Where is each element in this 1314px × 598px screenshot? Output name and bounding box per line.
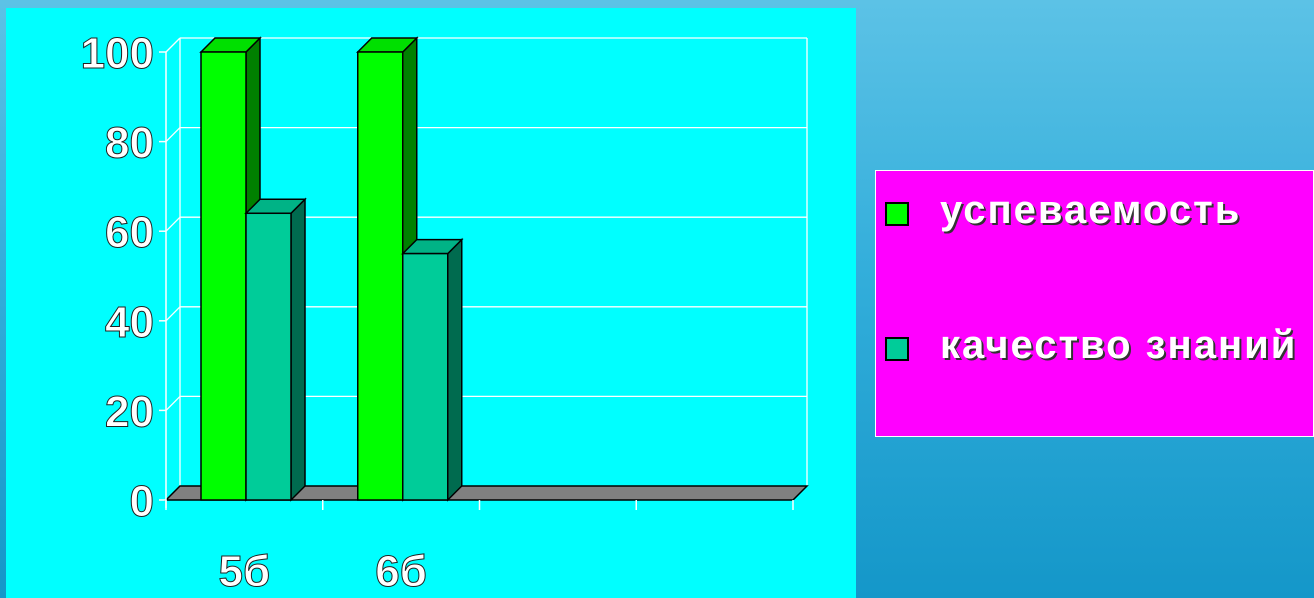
legend-label: успеваемость [940,188,1242,232]
y-tick-label: 60 [105,208,154,257]
x-category-label: 5б [219,547,271,596]
gridline-side [165,216,181,232]
bar [245,212,292,501]
y-tick-label: 40 [105,298,154,347]
legend: успеваемость качество знаний [875,170,1314,437]
y-tick-label: 0 [130,477,154,526]
gridline-side [165,306,181,322]
bar [357,51,404,501]
bar-side [290,197,306,502]
bar [402,252,449,501]
x-category-label: 6б [375,547,427,596]
y-tick-label: 20 [105,387,154,436]
gridline-side [165,395,181,411]
legend-swatch-teal-icon [885,337,909,361]
bar [200,51,247,501]
gridline-side [165,37,181,53]
y-tick-label: 100 [81,29,154,78]
bar-side [447,237,463,502]
legend-swatch-green-icon [885,202,909,226]
gridline-side [165,127,181,143]
bar-chart: 0 20 40 60 80 100 5б 6б [80,29,809,597]
legend-label: качество знаний [940,323,1298,367]
chart-panel: 0 20 40 60 80 100 5б 6б [6,8,856,598]
chart-floor [164,485,809,501]
y-tick-label: 80 [105,119,154,168]
